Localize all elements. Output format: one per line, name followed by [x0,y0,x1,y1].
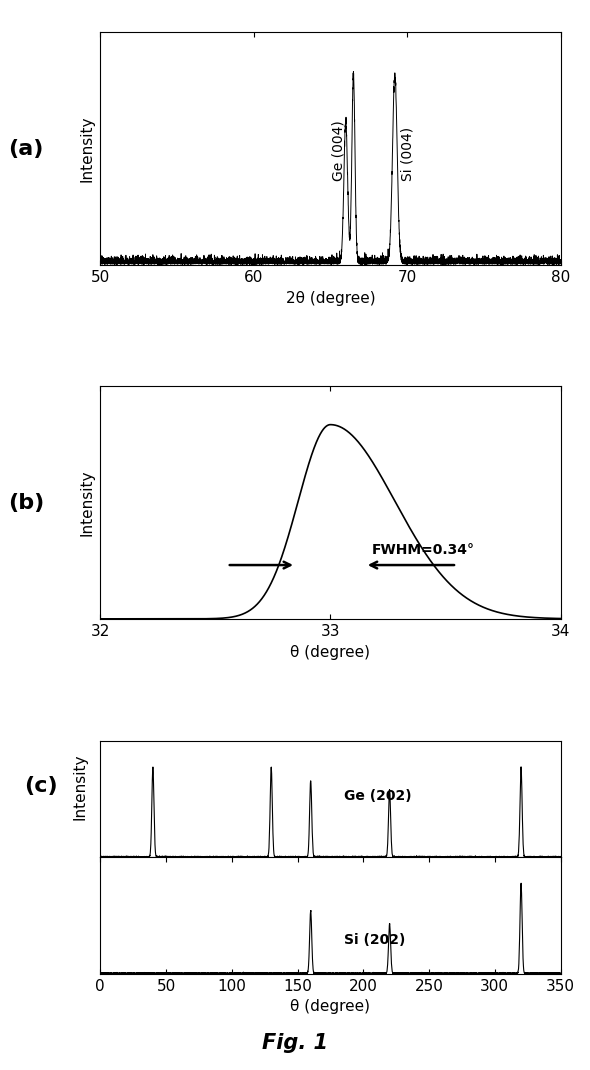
X-axis label: 2θ (degree): 2θ (degree) [286,291,375,306]
Text: Si (004): Si (004) [400,127,414,181]
Y-axis label: Intensity: Intensity [80,470,95,536]
Text: Fig. 1: Fig. 1 [262,1034,328,1053]
Text: (a): (a) [8,139,44,158]
Text: Intensity: Intensity [72,753,87,820]
X-axis label: θ (degree): θ (degree) [290,645,371,660]
Text: Si (202): Si (202) [343,933,405,947]
Text: (c): (c) [25,777,58,796]
X-axis label: θ (degree): θ (degree) [290,999,371,1014]
Text: Ge (004): Ge (004) [331,121,345,181]
Text: (b): (b) [8,493,44,513]
Text: Ge (202): Ge (202) [343,790,411,804]
Y-axis label: Intensity: Intensity [80,116,95,182]
Text: FWHM=0.34°: FWHM=0.34° [372,544,475,557]
